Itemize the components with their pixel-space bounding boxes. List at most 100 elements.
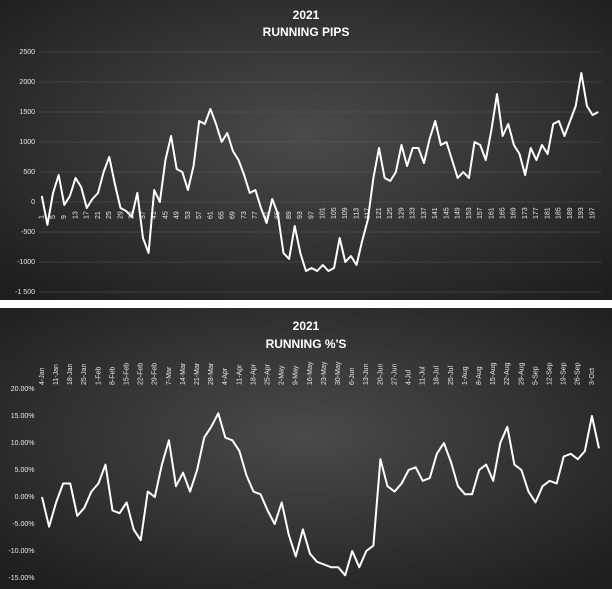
chart-title: 2021 — [293, 8, 320, 22]
chart-subtitle: RUNNING PIPS — [263, 25, 350, 39]
x-tick-label: 9 — [61, 215, 68, 219]
x-tick-label: 41 — [151, 211, 158, 219]
x-tick-label: 149 — [455, 207, 462, 219]
x-tick-label: 18-Jan — [67, 363, 74, 385]
x-tick-label: 22-Aug — [504, 362, 511, 385]
x-tick-label: 181 — [544, 207, 551, 219]
x-tick-label: 13 — [72, 211, 79, 219]
y-tick-label: 2000 — [19, 79, 35, 86]
x-tick-label: 15-Feb — [123, 363, 130, 385]
x-tick-label: 37 — [140, 211, 147, 219]
x-tick-label: 23-May — [321, 361, 328, 385]
x-tick-label: 4-Apr — [222, 367, 229, 385]
x-tick-label: 1-Feb — [95, 367, 102, 385]
x-tick-label: 161 — [488, 207, 495, 219]
x-tick-label: 27-Jun — [391, 363, 398, 385]
x-tick-label: 25-Jul — [448, 365, 455, 385]
x-tick-label: 21-Mar — [194, 362, 201, 385]
x-tick-label: 89 — [286, 211, 293, 219]
x-tick-label: 13-Jun — [363, 363, 370, 385]
x-tick-label: 69 — [230, 211, 237, 219]
x-tick-label: 157 — [477, 207, 484, 219]
panel-background — [0, 0, 612, 300]
x-tick-label: 6-Jun — [349, 367, 356, 385]
y-tick-label: -5.00% — [12, 521, 34, 528]
x-tick-label: 129 — [398, 207, 405, 219]
x-tick-label: 121 — [376, 207, 383, 219]
y-tick-label: 5.00% — [15, 467, 35, 474]
x-tick-label: 25-Apr — [264, 363, 271, 385]
y-tick-label: 1000 — [19, 139, 35, 146]
x-tick-label: 9-May — [293, 365, 300, 385]
series-line — [41, 412, 600, 577]
chart-title: 2021 — [293, 319, 320, 333]
x-tick-label: 3-Oct — [589, 368, 596, 385]
x-tick-label: 145 — [443, 207, 450, 219]
x-tick-label: 16-May — [307, 361, 314, 385]
x-tick-label: 28-Mar — [208, 362, 215, 385]
x-tick-label: 18-Jul — [434, 365, 441, 385]
y-tick-label: -1000 — [17, 259, 35, 266]
chart-subtitle: RUNNING %'S — [266, 337, 347, 351]
y-tick-label: 500 — [23, 169, 35, 176]
x-tick-label: 11-Apr — [236, 364, 243, 385]
x-tick-label: 29-Aug — [518, 362, 525, 385]
x-tick-label: 22-Feb — [138, 363, 145, 385]
x-tick-label: 19-Sep — [561, 362, 568, 385]
x-tick-label: 185 — [556, 207, 563, 219]
y-tick-label: 10.00% — [11, 440, 35, 447]
series-line — [40, 72, 599, 272]
x-tick-label: 125 — [387, 207, 394, 219]
x-tick-label: 153 — [466, 207, 473, 219]
x-tick-label: 17 — [84, 211, 91, 219]
x-tick-label: 1 — [39, 215, 46, 219]
x-tick-label: 4-Jul — [405, 369, 412, 385]
x-tick-label: 73 — [241, 211, 248, 219]
x-tick-label: 5-Sep — [532, 366, 539, 385]
x-tick-label: 81 — [263, 211, 270, 219]
x-tick-label: 20-Jun — [377, 363, 384, 385]
x-tick-label: 11-Jul — [420, 366, 427, 385]
x-tick-label: 21 — [95, 211, 102, 219]
x-tick-label: 25 — [106, 211, 113, 219]
x-tick-label: 26-Sep — [575, 362, 582, 385]
x-tick-label: 4-Jan — [39, 367, 46, 385]
x-tick-label: 189 — [567, 207, 574, 219]
x-tick-label: 53 — [185, 211, 192, 219]
x-tick-label: 45 — [162, 211, 169, 219]
x-tick-label: 49 — [174, 211, 181, 219]
x-tick-label: 29 — [117, 211, 124, 219]
x-tick-label: 11-Jan — [53, 364, 60, 385]
y-tick-label: 0.00% — [15, 494, 35, 501]
x-tick-label: 177 — [533, 207, 540, 219]
x-tick-label: 105 — [331, 207, 338, 219]
x-tick-label: 141 — [432, 207, 439, 219]
x-tick-label: 15-Aug — [490, 362, 497, 385]
x-tick-label: 5 — [50, 215, 57, 219]
y-tick-label: 0 — [31, 199, 35, 206]
y-tick-label: -10.00% — [8, 548, 34, 555]
y-tick-label: -15.00% — [8, 575, 34, 582]
x-tick-label: 14-Mar — [180, 362, 187, 385]
x-tick-label: 1-Aug — [462, 366, 469, 385]
x-tick-label: 57 — [196, 211, 203, 219]
x-tick-label: 101 — [320, 207, 327, 219]
x-tick-label: 65 — [218, 211, 225, 219]
x-tick-label: 197 — [589, 207, 596, 219]
x-tick-label: 113 — [353, 208, 360, 219]
x-tick-label: 7-Mar — [166, 366, 173, 385]
x-tick-label: 109 — [342, 207, 349, 219]
x-tick-label: 77 — [252, 211, 259, 219]
x-tick-label: 8-Feb — [109, 367, 116, 385]
x-tick-label: 133 — [410, 207, 417, 219]
y-tick-label: -1 500 — [15, 289, 35, 296]
x-tick-label: 30-May — [335, 361, 342, 385]
x-tick-label: 2-May — [279, 365, 286, 385]
x-tick-label: 25-Jan — [81, 363, 88, 385]
x-tick-label: 169 — [511, 207, 518, 219]
y-tick-label: -500 — [21, 229, 35, 236]
x-tick-label: 12-Sep — [546, 362, 553, 385]
y-tick-label: 2500 — [19, 49, 35, 56]
x-tick-label: 29-Feb — [152, 363, 159, 385]
